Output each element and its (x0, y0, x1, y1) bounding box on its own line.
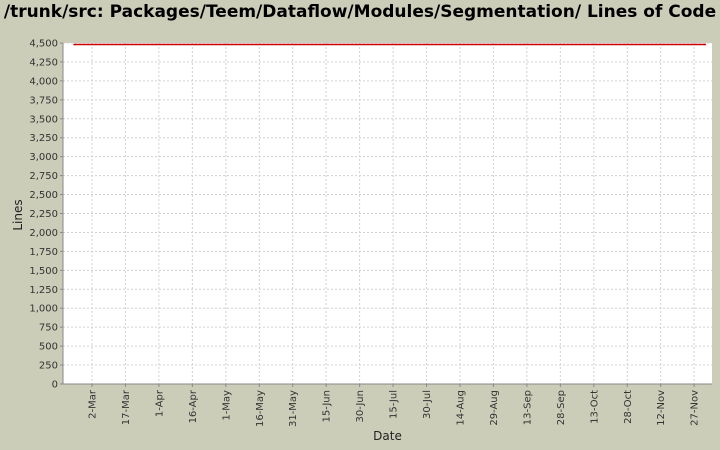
y-tick-label: 2,750 (29, 171, 58, 182)
x-tick-label: 14-Aug (455, 390, 466, 426)
x-tick-label: 1-Apr (154, 389, 165, 417)
x-tick-label: 13-Oct (589, 390, 600, 424)
x-tick-label: 31-May (288, 390, 299, 427)
data-point (73, 43, 76, 46)
y-tick-label: 2,250 (29, 209, 58, 220)
y-tick-label: 1,500 (29, 266, 58, 277)
x-tick-label: 15-Jun (322, 390, 333, 423)
y-tick-label: 3,750 (29, 95, 58, 106)
x-tick-label: 16-May (255, 390, 266, 427)
x-tick-label: 12-Nov (656, 390, 667, 426)
x-tick-label: 15-Jul (389, 390, 400, 419)
x-tick-label: 29-Aug (489, 390, 500, 426)
y-tick-label: 1,750 (29, 247, 58, 258)
y-tick-label: 750 (39, 323, 58, 334)
y-tick-label: 2,500 (29, 190, 58, 201)
y-tick-label: 3,000 (29, 152, 58, 163)
y-tick-label: 1,000 (29, 304, 58, 315)
x-tick-label: 2-Mar (87, 389, 98, 419)
x-tick-label: 28-Oct (623, 390, 634, 424)
x-tick-label: 30-Jun (355, 390, 366, 423)
x-tick-label: 27-Nov (690, 390, 701, 426)
x-tick-label: 28-Sep (556, 390, 567, 425)
x-tick-label: 1-May (221, 390, 232, 421)
data-point (704, 43, 707, 46)
x-tick-label: 17-Mar (121, 389, 132, 425)
x-tick-label: 16-Apr (188, 389, 199, 423)
axis-layer: 0 250 500 750 1,000 1,250 1,500 1,750 2,000 2,250… (29, 39, 712, 427)
y-tick-label: 4,000 (29, 76, 58, 87)
x-axis-title: Date (373, 429, 402, 443)
x-tick-label: 30-Jul (422, 390, 433, 419)
y-tick-label: 250 (39, 361, 58, 372)
y-tick-label: 4,500 (29, 39, 58, 50)
y-tick-label: 3,500 (29, 114, 58, 125)
series-layer (73, 43, 707, 46)
y-tick-label: 2,000 (29, 228, 58, 239)
y-tick-label: 4,250 (29, 57, 58, 68)
y-tick-label: 1,250 (29, 285, 58, 296)
x-tick-label: 13-Sep (522, 390, 533, 425)
y-tick-label: 0 (52, 380, 58, 391)
y-tick-label: 3,250 (29, 133, 58, 144)
chart-title: /trunk/src: Packages/Teem/Dataflow/Modul… (3, 2, 717, 22)
y-tick-label: 500 (39, 342, 58, 353)
y-axis-title: Lines (11, 199, 25, 230)
